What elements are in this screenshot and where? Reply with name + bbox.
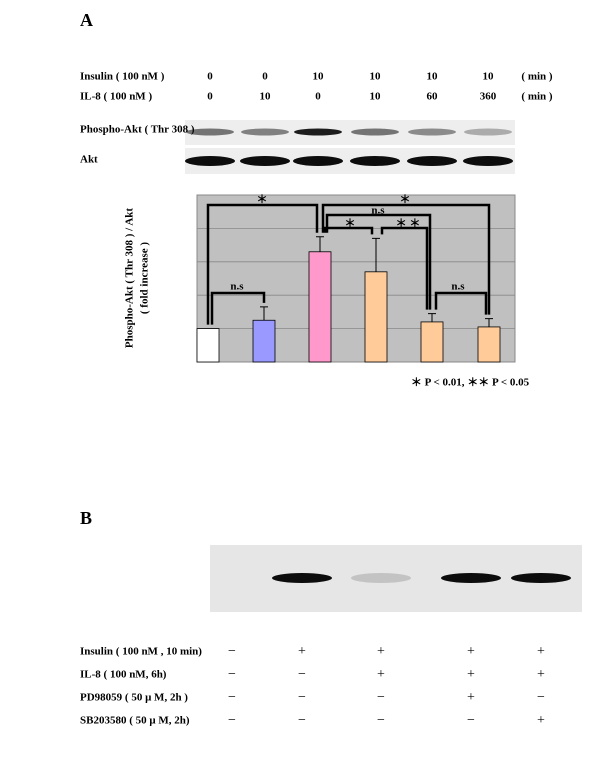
condition-value: + [467, 690, 475, 705]
condition-value: 10 [427, 71, 439, 83]
bar [308, 251, 332, 363]
error-bar [428, 313, 436, 322]
bar [364, 271, 388, 363]
annotation: ＊ [257, 194, 268, 206]
condition-value: 10 [483, 71, 495, 83]
condition-value: − [537, 690, 545, 705]
panel-label: A [80, 10, 93, 30]
bracket [321, 203, 491, 315]
condition-value: 0 [207, 91, 213, 103]
condition-value: 10 [370, 91, 382, 103]
condition-value: − [298, 667, 306, 682]
blot-band [350, 156, 400, 166]
blot-band [185, 156, 235, 166]
blot-band [240, 156, 290, 166]
condition-value: − [377, 713, 385, 728]
condition-label: IL-8 ( 100 nM, 6h) [80, 669, 167, 681]
condition-label: Insulin ( 100 nM , 10 min) [80, 646, 202, 658]
condition-value: + [467, 644, 475, 659]
annotation: ＊ [400, 194, 411, 206]
y-axis-label: Phospho-Akt ( Thr 308 ) / Akt [124, 208, 136, 349]
annotation: n.s [371, 205, 385, 217]
blot-band [293, 156, 343, 166]
condition-value: − [228, 690, 236, 705]
bar [477, 326, 501, 363]
bar [196, 328, 220, 363]
error-bar [260, 306, 268, 321]
blot-band [511, 573, 571, 583]
annotation: n.s [451, 281, 465, 293]
blot-band [463, 156, 513, 166]
condition-value: + [537, 713, 545, 728]
condition-value: 0 [262, 71, 268, 83]
condition-value: + [377, 667, 385, 682]
condition-value: 10 [313, 71, 325, 83]
condition-value: 360 [480, 91, 497, 103]
condition-label: IL-8 ( 100 nM ) [80, 91, 152, 103]
blot-label: Akt [80, 154, 98, 166]
condition-value: − [228, 644, 236, 659]
bracket [210, 291, 266, 325]
condition-value: − [377, 690, 385, 705]
condition-value: 10 [260, 91, 272, 103]
condition-value: + [537, 644, 545, 659]
bracket [325, 213, 432, 310]
blot-band [186, 128, 234, 136]
blot-band [351, 573, 411, 583]
plot-area [196, 194, 516, 363]
condition-value: + [298, 644, 306, 659]
condition-value: − [228, 667, 236, 682]
condition-value: + [467, 667, 475, 682]
blot-band [408, 128, 456, 136]
condition-value: − [467, 713, 475, 728]
bracket [434, 291, 488, 315]
condition-value: + [377, 644, 385, 659]
blot-band [407, 156, 457, 166]
condition-value: 10 [370, 71, 382, 83]
condition-value: + [537, 667, 545, 682]
blot-band [241, 128, 289, 136]
condition-label: SB203580 ( 50 μ M, 2h) [80, 715, 190, 727]
bracket [323, 226, 374, 235]
annotation: ＊ ＊ [396, 218, 421, 230]
bracket [206, 203, 319, 325]
condition-value: 0 [315, 91, 321, 103]
y-axis-label: ( fold increase ) [139, 242, 151, 315]
blot-band [464, 128, 512, 136]
annotation: ＊ [345, 218, 356, 230]
condition-unit: ( min ) [521, 71, 553, 83]
blot-band [351, 128, 399, 136]
condition-label: PD98059 ( 50 μ M, 2h ) [80, 692, 188, 704]
error-bar [316, 236, 324, 252]
condition-label: Insulin ( 100 nM ) [80, 71, 165, 83]
panel-label: B [80, 508, 92, 528]
annotation: n.s [230, 281, 244, 293]
condition-value: − [228, 713, 236, 728]
blot-strip [185, 120, 515, 145]
condition-value: 0 [207, 71, 213, 83]
footnote: ＊ P < 0.01, ＊＊ P < 0.05 [411, 377, 530, 389]
blot-label: Phospho-Akt ( Thr 308 ) [80, 124, 195, 136]
blot-band [272, 573, 332, 583]
condition-unit: ( min ) [521, 91, 553, 103]
condition-value: − [298, 713, 306, 728]
error-bar [485, 318, 493, 327]
error-bar [372, 237, 380, 272]
bracket [380, 226, 429, 310]
condition-value: − [298, 690, 306, 705]
bar [420, 321, 444, 363]
condition-value: 60 [427, 91, 439, 103]
blot-band [441, 573, 501, 583]
bar [252, 319, 276, 363]
blot-band [294, 128, 342, 136]
